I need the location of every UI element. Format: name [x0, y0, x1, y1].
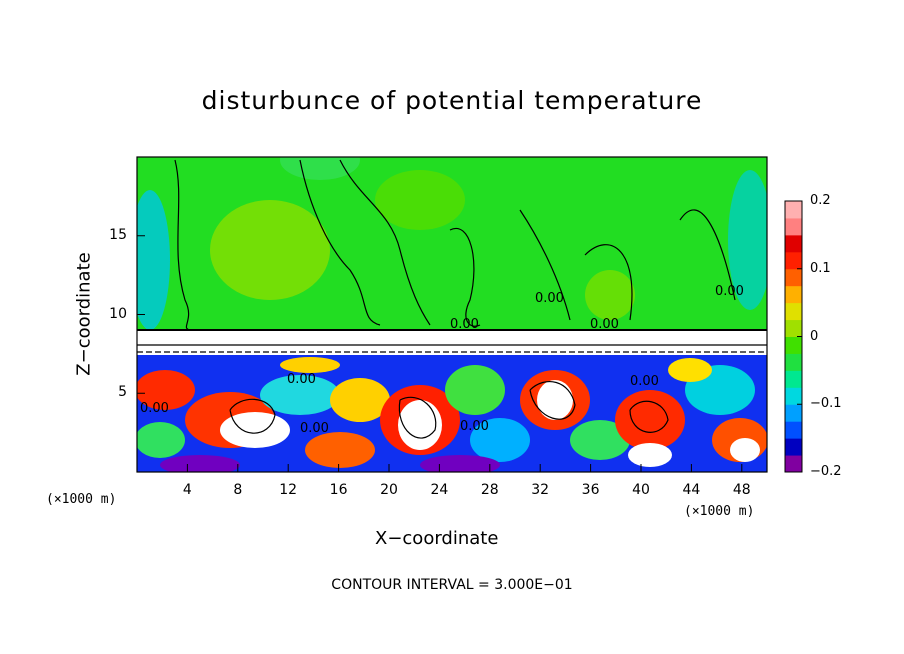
colorbar-swatch: [785, 421, 802, 439]
x-tick-label: 24: [430, 482, 449, 498]
colorbar-tick-label: 0.1: [810, 260, 831, 276]
colorbar-swatch: [785, 319, 802, 337]
x-axis-label: X−coordinate: [375, 528, 499, 549]
x-tick-label: 32: [531, 482, 550, 498]
contour-label: 0.00: [450, 317, 479, 332]
x-tick-label: 16: [329, 482, 348, 498]
colorbar-swatch: [785, 455, 802, 473]
colorbar-swatch: [785, 234, 802, 253]
contour-label: 0.00: [535, 291, 564, 306]
contour-label: 0.00: [140, 401, 169, 416]
colorbar-swatch: [785, 302, 802, 321]
colorbar-swatch: [785, 201, 802, 219]
x-tick-marks: [186, 464, 743, 472]
y-tick-marks: [137, 235, 145, 394]
colorbar: [785, 201, 802, 473]
x-tick-label: 40: [632, 482, 650, 498]
colorbar-tick-marks: [797, 200, 802, 473]
x-tick-label: 12: [279, 482, 298, 498]
contour-labels: 0.00 0.00 0.00 0.00 0.00 0.00 0.00 0.00 0.00: [140, 284, 744, 436]
colorbar-tick-label: −0.2: [810, 464, 842, 479]
upper-field-patch: [585, 270, 635, 320]
colorbar-swatch: [785, 268, 802, 287]
contour-label: 0.00: [715, 284, 744, 299]
colorbar-swatch: [785, 438, 802, 456]
x-tick-label: 44: [682, 482, 701, 498]
x-tick-label: 20: [380, 482, 398, 498]
contour-lines: [137, 159, 767, 439]
colorbar-swatch: [785, 217, 802, 236]
x-tick-label: 48: [732, 482, 751, 498]
y-tick-label: 5: [118, 384, 127, 401]
z-unit-label: (×1000 m): [46, 492, 117, 507]
contour-label: 0.00: [300, 421, 329, 436]
upper-field-patch: [210, 200, 330, 300]
chart-title: disturbunce of potential temperature: [201, 86, 703, 115]
colorbar-tick-label: 0: [810, 328, 819, 344]
colorbar-swatch: [785, 285, 802, 304]
x-tick-label: 28: [480, 482, 499, 498]
contour-label: 0.00: [590, 317, 619, 332]
colorbar-swatch: [785, 370, 802, 388]
x-tick-label: 4: [182, 482, 192, 498]
tropopause-band: [137, 330, 767, 355]
upper-field-patch: [375, 170, 465, 230]
x-tick-label: 36: [581, 482, 600, 498]
contour-label: 0.00: [460, 419, 489, 434]
colorbar-swatch: [785, 336, 802, 354]
y-tick-label: 15: [109, 226, 127, 243]
x-unit-label: (×1000 m): [684, 504, 755, 519]
colorbar-tick-label: −0.1: [810, 396, 842, 412]
colorbar-swatch: [785, 404, 802, 422]
contour-label: 0.00: [287, 372, 316, 387]
colorbar-tick-label: 0.2: [810, 193, 831, 208]
upper-field-patch: [137, 190, 170, 330]
upper-field-patch: [728, 170, 767, 310]
colorbar-swatch: [785, 353, 802, 371]
colorbar-swatch: [785, 251, 802, 270]
x-tick-label: 8: [233, 482, 243, 498]
y-tick-label: 10: [109, 305, 127, 322]
y-axis-label: Z−coordinate: [73, 252, 95, 376]
contour-label: 0.00: [630, 374, 659, 389]
colorbar-swatch: [785, 387, 802, 405]
contour-interval-note: CONTOUR INTERVAL = 3.000E−01: [331, 577, 573, 593]
